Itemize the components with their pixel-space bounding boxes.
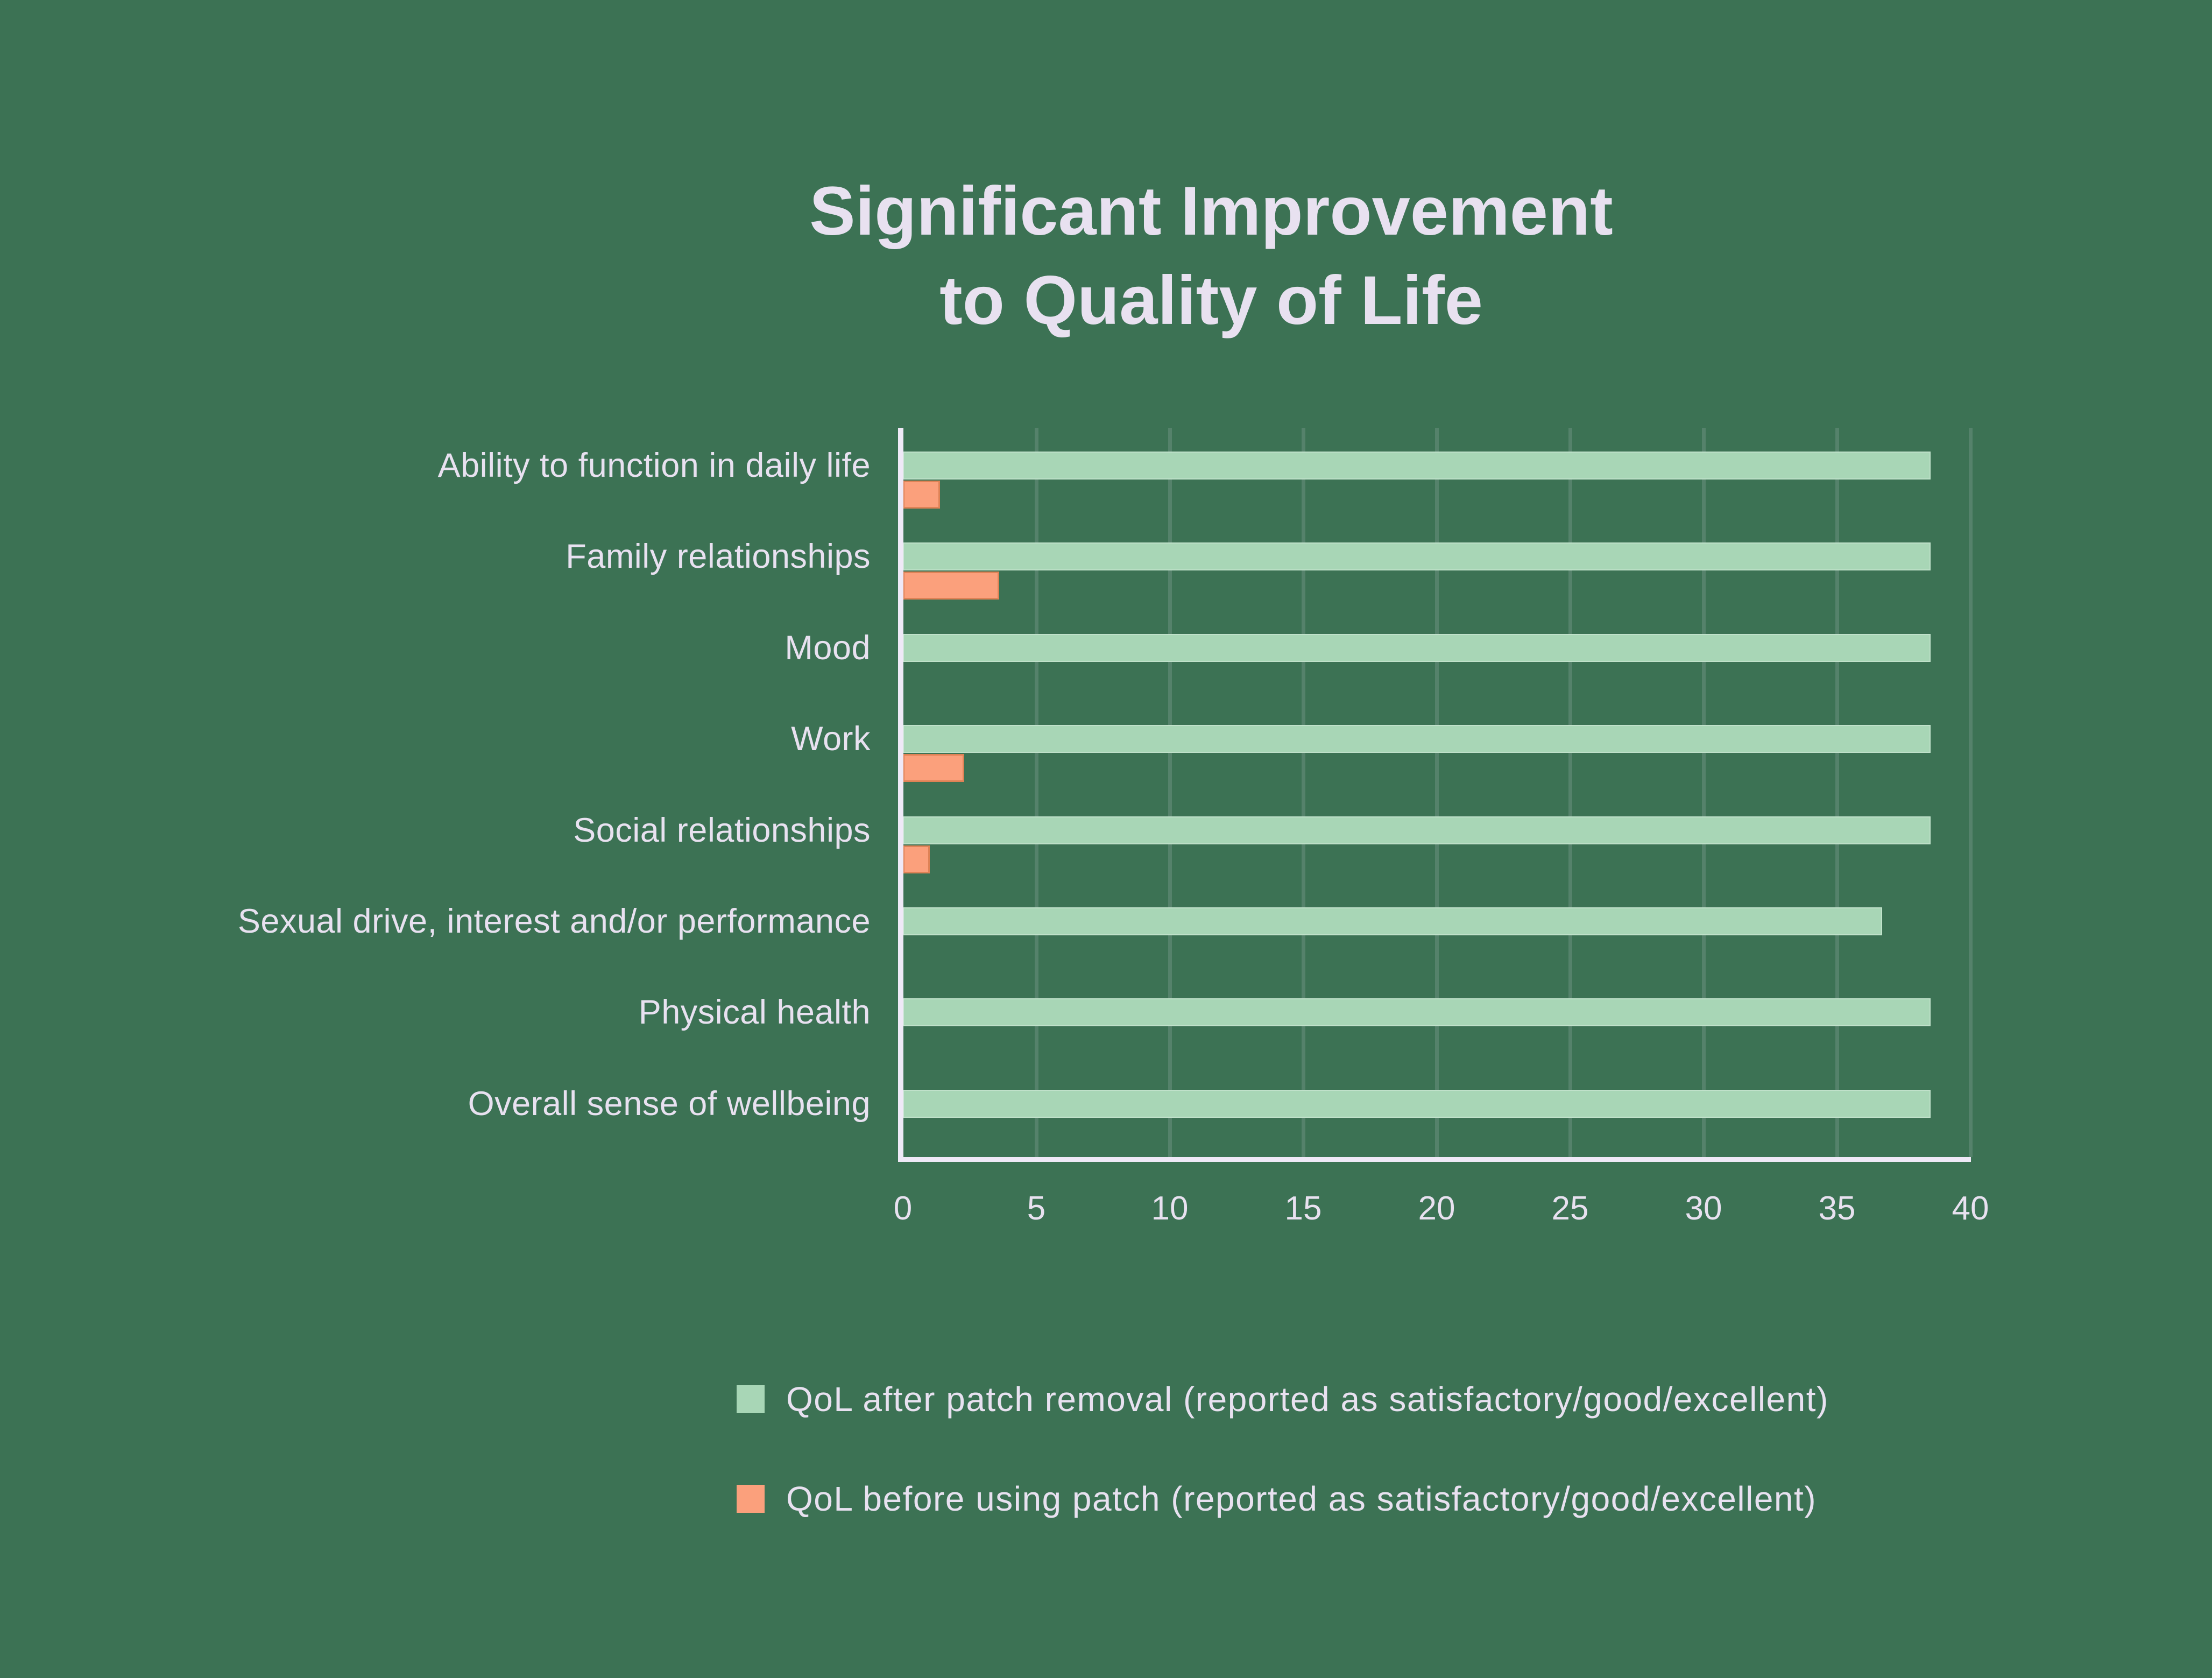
legend-swatch-before xyxy=(737,1485,765,1513)
legend-item-after: QoL after patch removal (reported as sat… xyxy=(737,1379,1829,1419)
category-labels: Ability to function in daily life Family … xyxy=(135,428,871,1157)
legend-swatch-after xyxy=(737,1385,765,1413)
bar-qol-after xyxy=(903,542,1931,571)
category-label: Mood xyxy=(785,629,871,667)
bar-qol-before xyxy=(903,572,999,600)
category-label: Sexual drive, interest and/or performanc… xyxy=(237,902,871,940)
x-axis-tick-label: 15 xyxy=(1284,1190,1322,1227)
category-label: Physical health xyxy=(638,993,871,1032)
gridline xyxy=(1035,428,1038,1157)
bar-qol-after xyxy=(903,1089,1931,1118)
category-label: Family relationships xyxy=(566,538,871,576)
gridline xyxy=(1568,428,1572,1157)
plot-area xyxy=(903,428,1973,1157)
bar-qol-after xyxy=(903,725,1931,753)
bar-qol-after xyxy=(903,816,1931,844)
category-label: Ability to function in daily life xyxy=(437,447,871,484)
x-axis-tick-label: 30 xyxy=(1685,1190,1722,1227)
chart-title-line-2: to Quality of Life xyxy=(939,262,1483,339)
x-axis-tick-label: 25 xyxy=(1551,1190,1589,1227)
x-axis-tick-label: 40 xyxy=(1952,1190,1989,1227)
bar-qol-before xyxy=(903,845,930,873)
category-label: Work xyxy=(791,720,871,758)
bar-qol-before xyxy=(903,754,965,782)
chart-title: Significant Improvement to Quality of Li… xyxy=(619,167,1803,346)
gridline xyxy=(1302,428,1305,1157)
x-axis-tick-labels: 0 5 10 15 20 25 30 35 40 xyxy=(894,1189,1989,1232)
bar-qol-after xyxy=(903,452,1931,480)
category-label: Social relationships xyxy=(573,811,871,849)
bar-qol-before xyxy=(903,481,941,509)
x-axis-tick-label: 35 xyxy=(1818,1190,1856,1227)
x-axis-tick-label: 10 xyxy=(1151,1190,1189,1227)
x-axis-tick-label: 5 xyxy=(1027,1190,1046,1227)
category-label: Overall sense of wellbeing xyxy=(468,1084,871,1123)
bar-qol-after xyxy=(903,907,1883,935)
chart-title-line-1: Significant Improvement xyxy=(809,173,1613,250)
gridline xyxy=(1168,428,1172,1157)
x-axis-line xyxy=(898,1157,1971,1162)
legend: QoL after patch removal (reported as sat… xyxy=(737,1379,1829,1519)
legend-item-before: QoL before using patch (reported as sati… xyxy=(737,1479,1829,1519)
x-axis-tick-label: 0 xyxy=(893,1190,913,1227)
bar-qol-after xyxy=(903,633,1931,662)
gridline xyxy=(1835,428,1839,1157)
legend-label-before: QoL before using patch (reported as sati… xyxy=(786,1479,1817,1518)
bar-qol-after xyxy=(903,998,1931,1027)
legend-label-after: QoL after patch removal (reported as sat… xyxy=(786,1380,1829,1419)
y-axis-line xyxy=(898,428,903,1162)
gridline xyxy=(1702,428,1706,1157)
gridline xyxy=(1435,428,1439,1157)
gridline xyxy=(1969,428,1973,1157)
x-axis-tick-label: 20 xyxy=(1418,1190,1455,1227)
